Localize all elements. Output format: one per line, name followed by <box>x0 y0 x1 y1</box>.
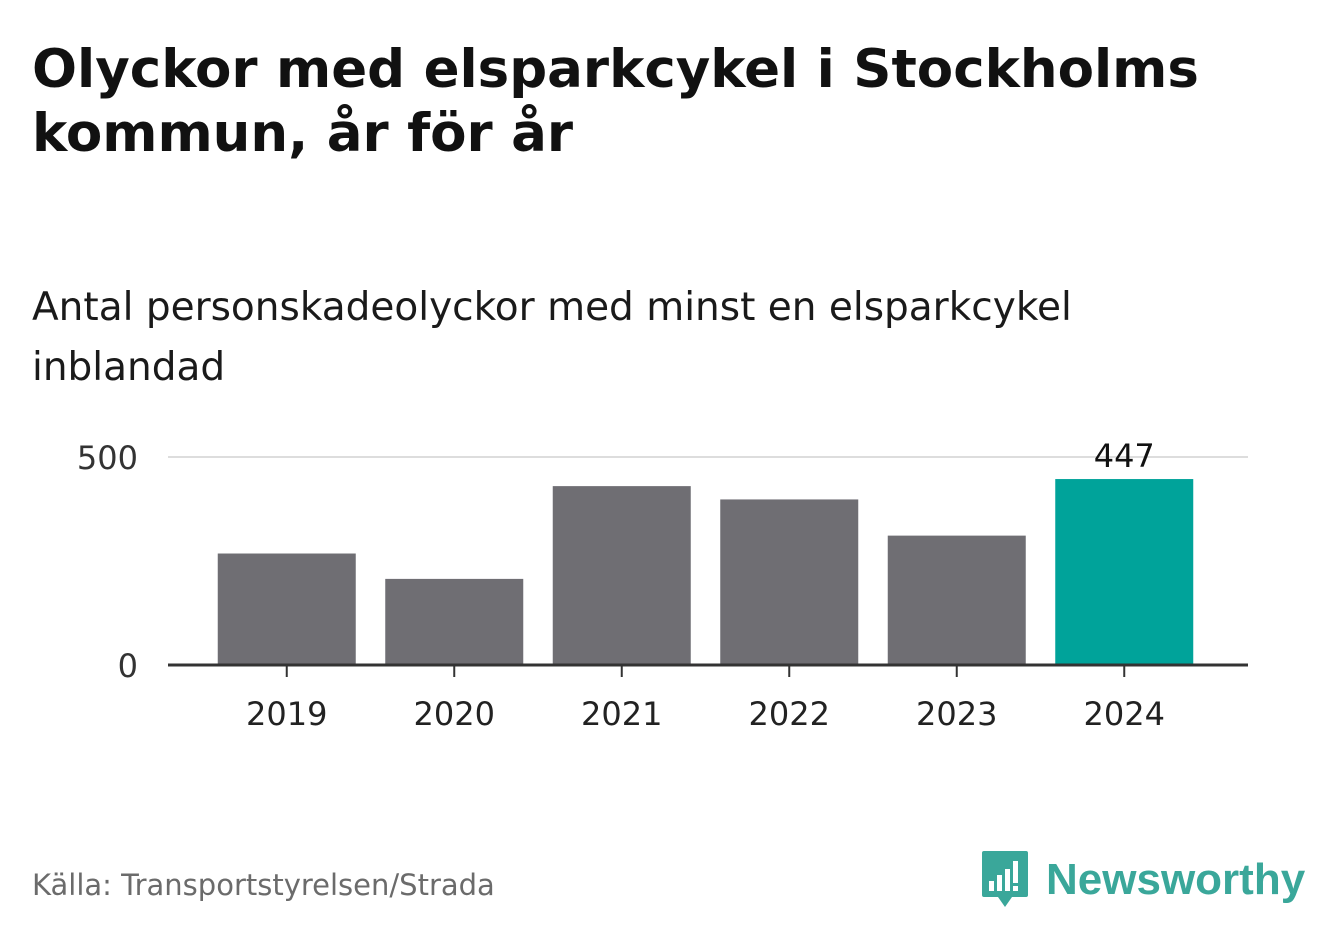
bars <box>217 479 1194 665</box>
value-labels: 447 <box>1094 437 1155 475</box>
bar-2021 <box>552 486 691 665</box>
x-tick-label-2022: 2022 <box>749 695 830 733</box>
newsworthy-logo-icon <box>982 851 1028 907</box>
brand-logo: Newsworthy <box>980 848 1305 912</box>
x-tick-label-2019: 2019 <box>246 695 327 733</box>
source-note: Källa: Transportstyrelsen/Strada <box>32 868 495 902</box>
x-tick-label-2023: 2023 <box>916 695 997 733</box>
bar-2023 <box>887 535 1026 665</box>
x-tick-label-2021: 2021 <box>581 695 662 733</box>
y-tick-label-0: 0 <box>118 647 138 685</box>
y-axis-ticks: 0 500 <box>77 439 138 685</box>
bar-2024 <box>1055 479 1194 665</box>
chart-subtitle: Antal personskadeolyckor med minst en el… <box>32 285 1072 390</box>
bar-2022 <box>720 499 859 665</box>
x-axis-ticks: 2019 2020 2021 2022 2023 2024 <box>246 665 1165 733</box>
x-tick-label-2020: 2020 <box>414 695 495 733</box>
chart-title: Olyckor med elsparkcykel i Stockholms ko… <box>32 39 1199 164</box>
x-tick-label-2024: 2024 <box>1084 695 1165 733</box>
bar-2020 <box>385 578 524 665</box>
brand-name: Newsworthy <box>1046 855 1306 904</box>
value-label-2024: 447 <box>1094 437 1155 475</box>
bar-chart: 0 500 447 2019 2020 2021 2022 2023 2024 <box>77 437 1248 733</box>
bar-2019 <box>217 553 356 665</box>
y-tick-label-500: 500 <box>77 439 138 477</box>
